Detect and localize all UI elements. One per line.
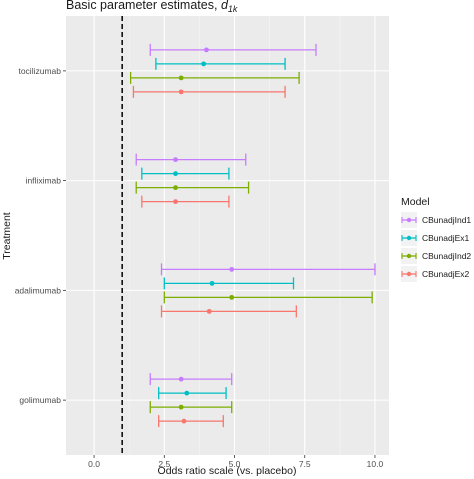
legend: Model CBunadjInd1 CBunadjEx1 CBunadjInd2 CB… [401, 196, 471, 282]
estimate-point [178, 404, 184, 410]
minor-gridlines [128, 16, 341, 455]
x-tick-label: 7.5 [299, 459, 311, 469]
legend-key-point [406, 217, 412, 223]
estimate-point [206, 308, 212, 314]
estimate-point [173, 185, 178, 191]
estimate-point [184, 390, 190, 396]
legend-label: CBunadjInd2 [422, 251, 471, 261]
estimate-point [181, 418, 187, 424]
estimate-point [201, 61, 207, 67]
legend-title: Model [401, 196, 430, 208]
estimate-point [178, 376, 184, 382]
y-tick-label: adalimumab [15, 285, 62, 295]
x-axis: 0.0 2.5 5.0 7.5 10.0 [88, 455, 383, 469]
error-bars [129, 43, 376, 428]
estimate-point [173, 157, 178, 163]
chart-title: Basic parameter estimates, d1k [66, 0, 238, 14]
x-axis-title: Odds ratio scale (vs. placebo) [158, 465, 297, 477]
legend-key-point [406, 271, 412, 277]
plot-panel [66, 16, 389, 455]
estimate-point [173, 199, 178, 205]
estimate-point [229, 266, 235, 272]
y-axis-title: Treatment [1, 212, 13, 260]
legend-label: CBunadjEx2 [422, 269, 470, 279]
legend-label: CBunadjInd1 [422, 215, 471, 225]
major-gridlines [66, 16, 389, 455]
legend-key-point [406, 253, 412, 259]
legend-label: CBunadjEx1 [422, 233, 470, 243]
estimate-point [173, 171, 178, 177]
legend-key-point [406, 235, 412, 241]
y-tick-label: infliximab [26, 176, 62, 186]
x-tick-label: 0.0 [88, 459, 100, 469]
estimate-point [178, 89, 184, 95]
y-axis: tocilizumab infliximab adalimumab golimumab [15, 66, 66, 405]
estimate-point [204, 47, 209, 53]
estimate-point [178, 75, 184, 81]
x-tick-label: 5.0 [229, 459, 241, 469]
y-tick-label: tocilizumab [18, 66, 61, 76]
x-tick-label: 10.0 [367, 459, 384, 469]
estimate-point [209, 280, 215, 286]
y-tick-label: golimumab [19, 395, 61, 405]
estimate-point [229, 294, 235, 300]
x-tick-label: 2.5 [158, 459, 170, 469]
